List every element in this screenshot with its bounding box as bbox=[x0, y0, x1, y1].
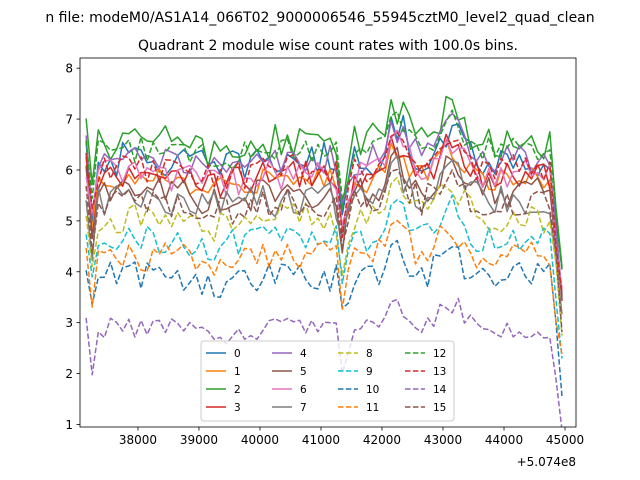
x-axis: 38000 39000 40000 41000 42000 43000 44000 45000 bbox=[119, 427, 584, 447]
chart-title: Quadrant 2 module wise count rates with … bbox=[138, 38, 518, 54]
legend-label-1: 1 bbox=[234, 366, 241, 378]
x-tick-label: 41000 bbox=[302, 433, 340, 447]
y-tick-label: 3 bbox=[65, 316, 73, 330]
legend-label-4: 4 bbox=[300, 348, 307, 360]
legend-frame bbox=[200, 340, 455, 422]
y-tick-label: 6 bbox=[65, 163, 73, 177]
legend-label-0: 0 bbox=[234, 348, 241, 360]
series-line-6 bbox=[85, 129, 563, 288]
legend-label-2: 2 bbox=[234, 384, 241, 396]
legend-label-10: 10 bbox=[366, 384, 379, 396]
series-lines bbox=[85, 95, 563, 427]
x-tick-label: 44000 bbox=[485, 433, 523, 447]
legend-label-11: 11 bbox=[366, 402, 379, 414]
series-line-14 bbox=[85, 297, 563, 427]
legend-label-7: 7 bbox=[300, 402, 307, 414]
series-line-2 bbox=[85, 95, 563, 267]
legend-label-3: 3 bbox=[234, 402, 241, 414]
legend-label-6: 6 bbox=[300, 384, 307, 396]
y-tick-label: 4 bbox=[65, 265, 73, 279]
legend-label-14: 14 bbox=[433, 384, 447, 396]
legend-label-8: 8 bbox=[366, 348, 373, 360]
series-line-9 bbox=[85, 194, 563, 359]
axes-frame bbox=[79, 57, 577, 428]
y-tick-label: 5 bbox=[65, 214, 73, 228]
legend-label-12: 12 bbox=[433, 348, 446, 360]
series-line-13 bbox=[85, 132, 563, 293]
x-tick-label: 42000 bbox=[363, 433, 401, 447]
y-tick-label: 2 bbox=[65, 367, 73, 381]
y-tick-label: 7 bbox=[65, 113, 73, 127]
series-line-11 bbox=[85, 219, 563, 355]
y-axis: 1 2 3 4 5 6 7 8 bbox=[65, 62, 80, 432]
series-line-15 bbox=[85, 168, 563, 333]
y-tick-label: 8 bbox=[65, 62, 73, 76]
figure-suptitle: n file: modeM0/AS1A14_066T02_9000006546_… bbox=[45, 10, 594, 26]
x-tick-label: 45000 bbox=[546, 433, 584, 447]
legend-label-9: 9 bbox=[366, 366, 373, 378]
series-line-5 bbox=[85, 146, 563, 297]
x-tick-label: 39000 bbox=[180, 433, 218, 447]
legend-label-5: 5 bbox=[300, 366, 307, 378]
y-tick-label: 1 bbox=[65, 418, 73, 432]
series-line-7 bbox=[85, 154, 563, 315]
series-line-10 bbox=[85, 239, 563, 397]
x-tick-label: 43000 bbox=[424, 433, 462, 447]
legend-label-15: 15 bbox=[433, 402, 446, 414]
x-tick-label: 38000 bbox=[119, 433, 157, 447]
legend-label-13: 13 bbox=[433, 366, 446, 378]
x-tick-label: 40000 bbox=[241, 433, 279, 447]
series-line-8 bbox=[85, 176, 563, 336]
x-offset-label: +5.074e8 bbox=[517, 455, 576, 469]
